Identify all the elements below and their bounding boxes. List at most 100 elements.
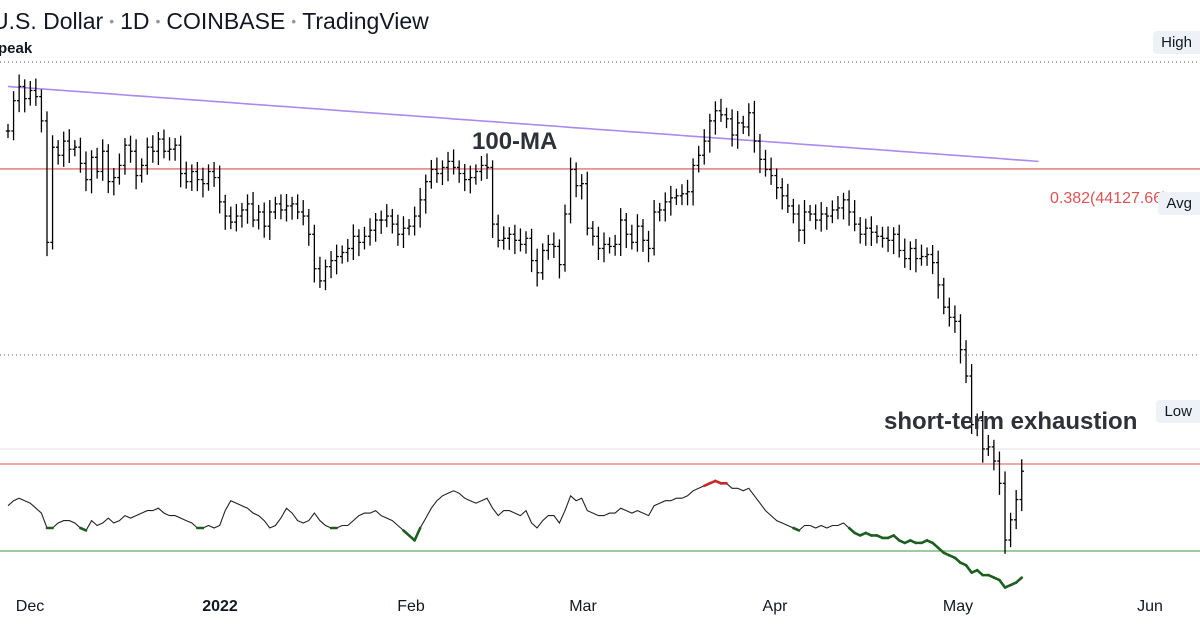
ohlc-bar (150, 135, 156, 163)
ohlc-bar (991, 439, 997, 471)
ohlc-bar (897, 224, 902, 258)
x-tick-label: Mar (569, 598, 597, 615)
ohlc-bar (417, 187, 423, 228)
x-tick-label: Feb (397, 598, 425, 615)
ohlc-bar (763, 149, 768, 177)
x-tick-label: 2022 (202, 598, 238, 615)
ohlc-bar (674, 188, 679, 205)
oscillator-highlight (964, 563, 973, 574)
ohlc-bar (106, 144, 111, 194)
ohlc-bar (585, 171, 590, 236)
platform-label: TradingView (302, 8, 429, 34)
ohlc-bar (1013, 490, 1019, 530)
ohlc-bar (295, 194, 300, 220)
ohlc-bar (306, 208, 311, 246)
ohlc-bar (507, 227, 512, 250)
ohlc-bar (963, 340, 969, 384)
high-badge: High (1153, 31, 1200, 54)
ohlc-bar (490, 160, 495, 238)
ohlc-bar (523, 231, 529, 254)
ohlc-bar (774, 168, 779, 200)
ohlc-bar (780, 178, 785, 210)
ohlc-bar (356, 229, 362, 257)
ohlc-bar (278, 194, 284, 220)
ohlc-bar (746, 103, 752, 137)
ohlc-bar (935, 250, 941, 299)
ohlc-bar (863, 218, 868, 246)
ohlc-bar (724, 107, 729, 129)
ohlc-bar (885, 226, 891, 252)
ohlc-bar (846, 190, 852, 226)
ohlc-bar (618, 208, 623, 256)
ohlc-bar (72, 140, 78, 157)
low-badge: Low (1156, 400, 1200, 423)
avg-badge: Avg (1158, 192, 1200, 215)
ohlc-bar (668, 185, 674, 216)
ohlc-bar (50, 135, 55, 250)
x-tick-label: Dec (15, 598, 45, 615)
ohlc-bar (289, 196, 295, 220)
ohlc-bar (373, 213, 378, 242)
ohlc-bar (284, 193, 289, 222)
ohlc-bar (189, 164, 195, 191)
ohlc-bar (980, 411, 985, 463)
ohlc-bar (412, 206, 417, 236)
ohlc-bar (462, 164, 467, 192)
ohlc-bar (94, 147, 100, 179)
ohlc-bar (5, 123, 11, 139)
ohlc-bar (958, 314, 963, 364)
ohlc-bar (573, 162, 579, 198)
ohlc-bar (512, 224, 518, 255)
ohlc-bar (562, 204, 568, 272)
ohlc-bar (117, 153, 122, 185)
ohlc-bar (947, 297, 952, 327)
ohlc-bar (44, 111, 50, 257)
ohlc-bar (551, 232, 557, 258)
ohlc-bar (852, 200, 857, 232)
ohlc-bar (211, 161, 217, 187)
symbol-label: U.S. Dollar (0, 8, 104, 34)
ohlc-bar (378, 210, 384, 234)
oscillator-highlight (79, 526, 88, 532)
oscillator-highlight (998, 578, 1007, 589)
ohlc-bar (390, 208, 395, 234)
ohlc-bar (930, 245, 935, 275)
ohlc-bar (239, 202, 245, 228)
ohlc-bar (223, 194, 228, 230)
ohlc-bar (612, 234, 618, 256)
ohlc-bar (1002, 471, 1008, 554)
ohlc-bar (802, 200, 807, 244)
interval-label[interactable]: 1D (120, 8, 150, 34)
ohlc-bar (568, 157, 573, 224)
ohlc-bar (206, 164, 211, 191)
ohlc-bar (891, 227, 896, 255)
ohlc-bar (67, 129, 72, 163)
ohlc-bar (133, 139, 139, 190)
ohlc-bar (217, 165, 222, 214)
ohlc-bar (228, 206, 233, 230)
ohlc-bar (540, 243, 545, 280)
ohlc-bar (908, 241, 913, 271)
ohlc-bar (484, 153, 490, 179)
ohlc-bar (156, 132, 161, 166)
ohlc-bar (657, 202, 662, 222)
chart-title: U.S. Dollar • 1D • COINBASE • TradingView (0, 8, 429, 35)
x-tick-label: Apr (762, 598, 788, 615)
ma-annotation: 100-MA (472, 128, 558, 155)
ohlc-bar (200, 167, 206, 198)
ohlc-bar (406, 219, 412, 236)
oscillator-highlight (1014, 576, 1024, 584)
ohlc-bar (11, 91, 16, 141)
ohlc-bar (501, 226, 506, 250)
ohlc-bar (33, 78, 39, 106)
ohlc-bar (351, 224, 356, 260)
ohlc-bar (997, 451, 1002, 495)
oscillator-highlight (792, 526, 801, 532)
x-tick-label: Jun (1137, 598, 1163, 615)
ohlc-bar (479, 155, 484, 181)
ohlc-bar (39, 89, 44, 133)
ohlc-bar (111, 168, 117, 196)
ohlc-bar (362, 226, 367, 250)
ohlc-bar (495, 214, 501, 248)
